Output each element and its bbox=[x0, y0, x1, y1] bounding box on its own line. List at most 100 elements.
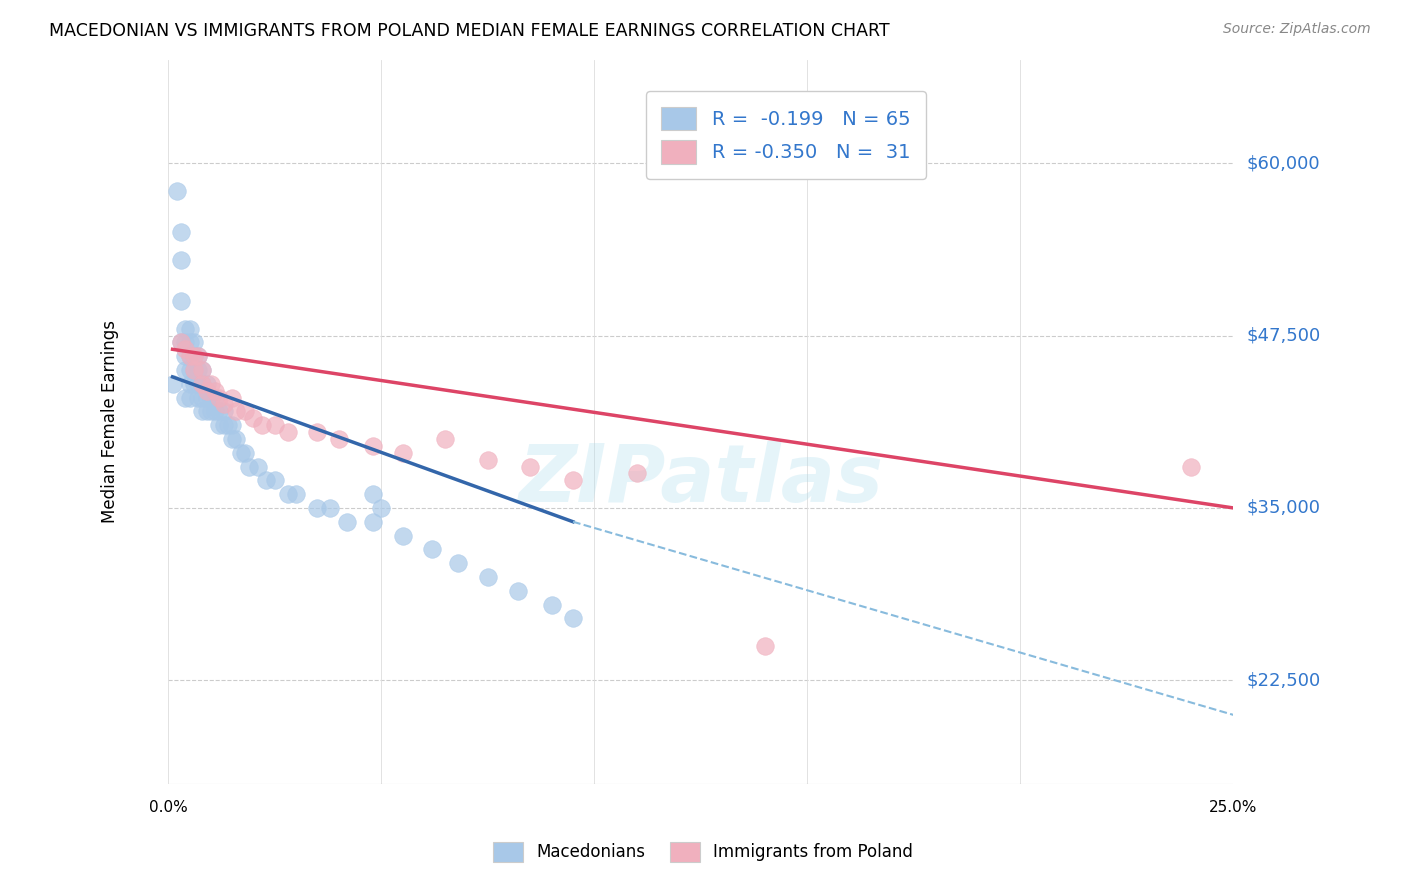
Point bbox=[434, 432, 457, 446]
Point bbox=[221, 418, 243, 433]
Point bbox=[195, 391, 218, 405]
Point bbox=[233, 404, 256, 418]
Point bbox=[174, 391, 197, 405]
Point bbox=[221, 391, 243, 405]
Point bbox=[238, 459, 260, 474]
Text: $47,500: $47,500 bbox=[1246, 326, 1320, 344]
Point bbox=[361, 439, 384, 453]
Point bbox=[477, 452, 499, 467]
Point bbox=[191, 404, 214, 418]
Point bbox=[200, 404, 222, 418]
Point bbox=[174, 335, 197, 350]
Point bbox=[277, 487, 299, 501]
Point bbox=[754, 639, 776, 653]
Point bbox=[179, 391, 201, 405]
Point bbox=[212, 404, 235, 418]
Point bbox=[174, 343, 197, 357]
Point bbox=[447, 556, 470, 570]
Point bbox=[170, 335, 193, 350]
Point bbox=[195, 376, 218, 391]
Point bbox=[242, 411, 264, 425]
Point bbox=[263, 418, 285, 433]
Point bbox=[204, 391, 226, 405]
Point bbox=[1180, 459, 1202, 474]
Point bbox=[254, 474, 277, 488]
Point bbox=[170, 293, 193, 308]
Point bbox=[233, 446, 256, 460]
Text: 25.0%: 25.0% bbox=[1209, 800, 1257, 815]
Point bbox=[212, 418, 235, 433]
Point bbox=[179, 349, 201, 363]
Point bbox=[183, 349, 205, 363]
Point bbox=[187, 349, 209, 363]
Point bbox=[183, 363, 205, 377]
Point bbox=[174, 363, 197, 377]
Point bbox=[162, 376, 184, 391]
Point bbox=[307, 500, 329, 515]
Point bbox=[562, 611, 585, 625]
Point bbox=[263, 474, 285, 488]
Point bbox=[208, 404, 231, 418]
Point bbox=[183, 335, 205, 350]
Legend: R =  -0.199   N = 65, R = -0.350   N =  31: R = -0.199 N = 65, R = -0.350 N = 31 bbox=[645, 91, 927, 179]
Point bbox=[179, 376, 201, 391]
Point bbox=[191, 363, 214, 377]
Point bbox=[208, 391, 231, 405]
Point bbox=[319, 500, 342, 515]
Point bbox=[477, 570, 499, 584]
Point bbox=[170, 252, 193, 267]
Legend: Macedonians, Immigrants from Poland: Macedonians, Immigrants from Poland bbox=[485, 833, 921, 871]
Point bbox=[204, 384, 226, 398]
Point bbox=[422, 542, 444, 557]
Point bbox=[361, 487, 384, 501]
Point bbox=[562, 474, 585, 488]
Text: Median Female Earnings: Median Female Earnings bbox=[101, 320, 118, 524]
Point bbox=[336, 515, 359, 529]
Point bbox=[221, 432, 243, 446]
Point bbox=[191, 391, 214, 405]
Point bbox=[391, 446, 413, 460]
Text: ZIPatlas: ZIPatlas bbox=[519, 441, 883, 518]
Point bbox=[191, 376, 214, 391]
Point bbox=[307, 425, 329, 439]
Point bbox=[204, 404, 226, 418]
Point bbox=[506, 583, 529, 598]
Point bbox=[179, 321, 201, 335]
Point bbox=[225, 404, 247, 418]
Point bbox=[200, 391, 222, 405]
Point bbox=[217, 418, 239, 433]
Point bbox=[370, 500, 392, 515]
Point bbox=[166, 184, 188, 198]
Point bbox=[179, 363, 201, 377]
Point bbox=[626, 467, 648, 481]
Point bbox=[277, 425, 299, 439]
Point bbox=[540, 598, 562, 612]
Point bbox=[170, 225, 193, 239]
Point bbox=[195, 404, 218, 418]
Point bbox=[208, 418, 231, 433]
Text: $22,500: $22,500 bbox=[1246, 672, 1320, 690]
Point bbox=[170, 335, 193, 350]
Point bbox=[285, 487, 308, 501]
Point bbox=[391, 528, 413, 542]
Text: MACEDONIAN VS IMMIGRANTS FROM POLAND MEDIAN FEMALE EARNINGS CORRELATION CHART: MACEDONIAN VS IMMIGRANTS FROM POLAND MED… bbox=[49, 22, 890, 40]
Point bbox=[187, 349, 209, 363]
Point bbox=[183, 376, 205, 391]
Point bbox=[195, 384, 218, 398]
Point bbox=[191, 363, 214, 377]
Text: $35,000: $35,000 bbox=[1246, 499, 1320, 517]
Point bbox=[187, 363, 209, 377]
Point bbox=[179, 349, 201, 363]
Point bbox=[187, 376, 209, 391]
Point bbox=[179, 335, 201, 350]
Point bbox=[212, 397, 235, 411]
Point bbox=[250, 418, 273, 433]
Point bbox=[229, 446, 252, 460]
Point bbox=[174, 349, 197, 363]
Point bbox=[191, 376, 214, 391]
Point bbox=[246, 459, 269, 474]
Point bbox=[183, 349, 205, 363]
Point bbox=[328, 432, 350, 446]
Point bbox=[187, 391, 209, 405]
Point bbox=[361, 515, 384, 529]
